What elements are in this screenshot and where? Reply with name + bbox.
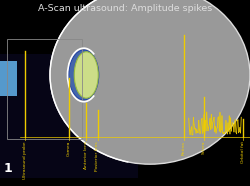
Text: Retina: Retina <box>182 141 186 155</box>
Text: Orbital fat: Orbital fat <box>240 141 244 163</box>
Text: 1: 1 <box>4 162 12 175</box>
Ellipse shape <box>74 52 98 98</box>
Text: Ultrasound probe: Ultrasound probe <box>23 141 27 179</box>
Bar <box>0 61 17 96</box>
Ellipse shape <box>69 50 99 100</box>
Text: A-Scan ultrasound: Amplitude spikes: A-Scan ultrasound: Amplitude spikes <box>38 4 212 13</box>
Text: Posterior lens: Posterior lens <box>96 141 100 171</box>
Text: Anterior lens: Anterior lens <box>84 141 88 169</box>
Bar <box>7 39 82 139</box>
Text: Cornea: Cornea <box>67 141 71 156</box>
Bar <box>0 54 138 178</box>
Text: Sclera: Sclera <box>202 141 206 155</box>
Ellipse shape <box>50 0 250 164</box>
